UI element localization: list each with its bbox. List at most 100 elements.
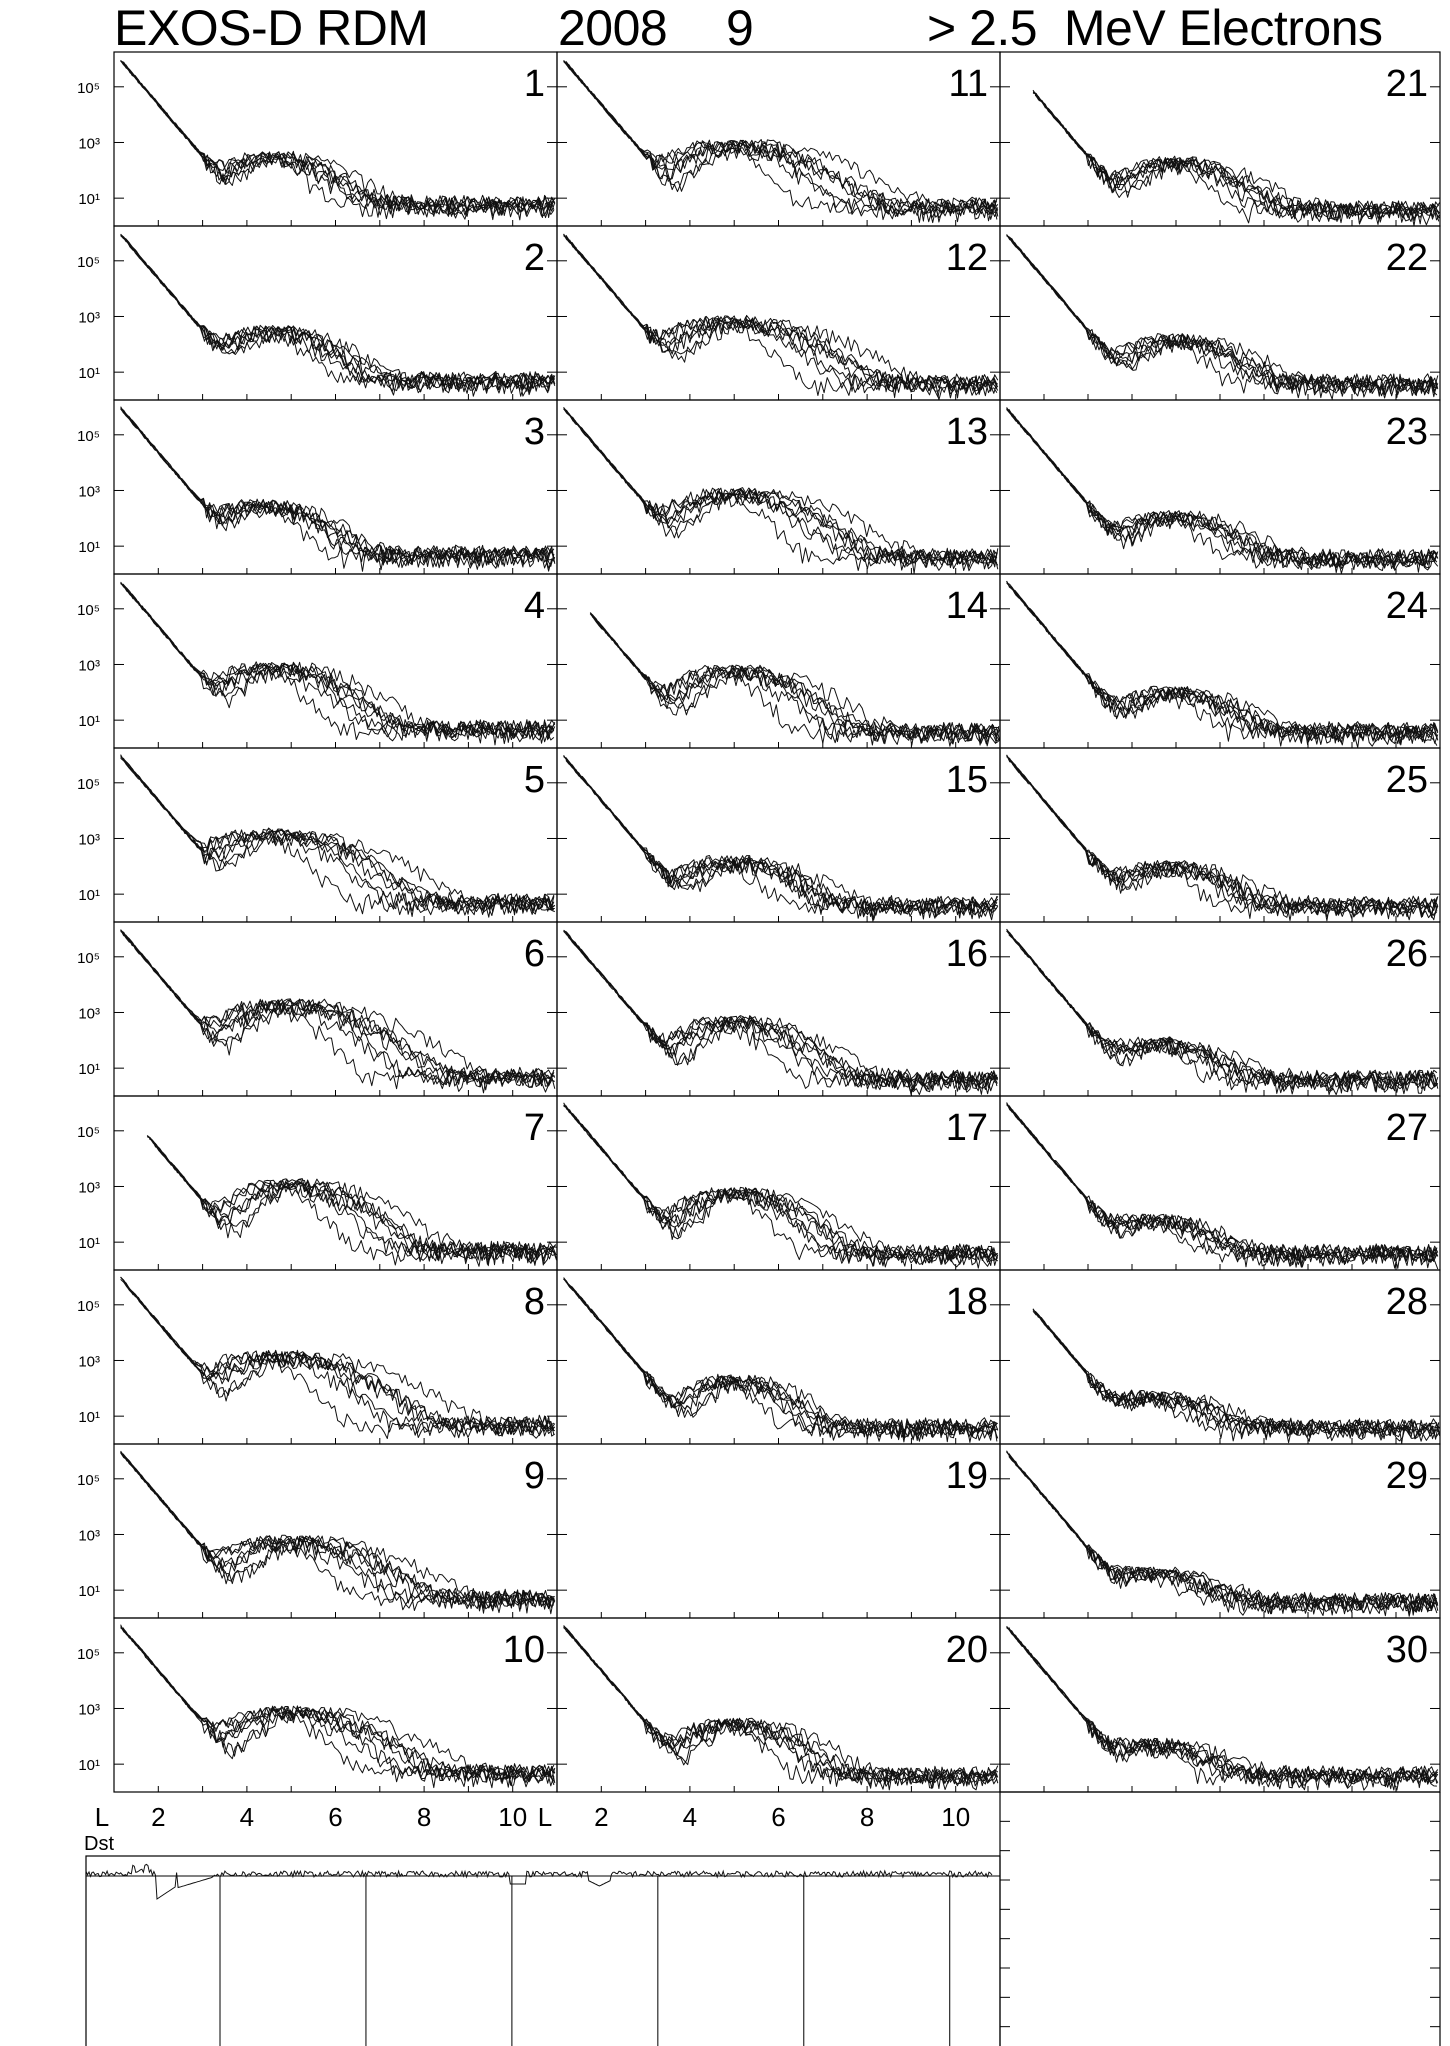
flux-curve: [122, 757, 555, 915]
panel-frame: [556, 747, 1001, 923]
flux-curve: [1008, 933, 1438, 1092]
flux-curve: [1008, 586, 1438, 746]
panel-day-20: 20: [556, 1617, 1001, 1793]
flux-curve: [120, 408, 555, 571]
flux-curve: [1008, 408, 1438, 570]
flux-curve: [563, 754, 999, 918]
panel-frame: [556, 399, 1001, 575]
flux-curve: [1006, 930, 1438, 1094]
flux-curve: [563, 233, 999, 399]
panel-frame: [556, 1269, 1001, 1445]
flux-curve: [1008, 758, 1438, 921]
flux-curve: [1006, 234, 1439, 398]
flux-curve: [120, 407, 556, 569]
panel-day-14: 14: [556, 573, 1001, 749]
flux-curve: [122, 583, 555, 745]
flux-curve: [565, 62, 998, 223]
flux-curve: [1008, 236, 1438, 399]
flux-curve: [1008, 409, 1438, 573]
flux-curve: [120, 756, 556, 916]
day-label: 16: [946, 933, 988, 975]
x-axis-label: L: [95, 1802, 109, 1832]
flux-curve: [122, 63, 555, 219]
panel-day-3: 10⁵ 10³ 10¹ 3: [77, 399, 558, 575]
panel-day-21: 21: [999, 51, 1441, 227]
flux-curve: [1006, 235, 1439, 397]
flux-curve: [120, 1626, 556, 1788]
y-tick-label: 10¹: [78, 1061, 100, 1078]
flux-curve: [1008, 934, 1438, 1096]
flux-curve: [1008, 1453, 1438, 1616]
panel-day-23: 23: [999, 399, 1441, 575]
flux-curve: [565, 1106, 998, 1266]
day-label: 13: [946, 411, 988, 453]
y-tick-label: 10¹: [78, 191, 100, 208]
y-tick-label: 10¹: [78, 1409, 100, 1426]
flux-curve: [565, 931, 998, 1091]
day-label: 23: [1386, 411, 1428, 453]
panel-day-9: 10⁵ 10³ 10¹ 9: [77, 1443, 558, 1619]
day-label: 21: [1386, 63, 1428, 105]
y-tick-label: 10⁵: [77, 602, 100, 619]
flux-curve: [120, 59, 556, 218]
flux-curve: [120, 60, 556, 218]
flux-curve: [563, 1625, 999, 1787]
panel-day-16: 16: [556, 921, 1001, 1097]
flux-curve: [565, 1280, 998, 1443]
flux-curve: [563, 929, 998, 1092]
panel-day-30: 30: [999, 1617, 1441, 1793]
flux-curve: [565, 411, 998, 570]
y-tick-label: 10³: [78, 1527, 100, 1544]
x-tick-label: 2: [151, 1802, 165, 1832]
panel-frame: [113, 225, 558, 401]
flux-curve: [563, 1626, 999, 1791]
day-label: 17: [946, 1107, 988, 1149]
flux-curve: [1006, 234, 1439, 395]
flux-curve: [122, 1453, 555, 1615]
flux-curve: [120, 582, 556, 743]
day-label: 11: [949, 63, 988, 105]
flux-curve: [120, 757, 555, 913]
day-label: 14: [946, 585, 988, 627]
flux-curve: [565, 409, 998, 569]
flux-curve: [563, 756, 999, 921]
panel-frame: [113, 1443, 558, 1619]
panel-frame: [999, 921, 1441, 1097]
flux-curve: [1032, 89, 1440, 225]
flux-curve: [1006, 1104, 1439, 1269]
x-tick-label: 2: [594, 1802, 608, 1832]
day-label: 2: [524, 237, 545, 279]
flux-curve: [565, 234, 998, 396]
flux-curve: [563, 234, 999, 396]
flux-curve: [563, 60, 999, 223]
dst-frame: [85, 1855, 1001, 2046]
x-tick-label: 6: [328, 1802, 342, 1832]
flux-curve: [1006, 409, 1439, 569]
y-tick-label: 10³: [78, 1179, 100, 1196]
panel-day-17: 17: [556, 1095, 1001, 1271]
flux-curve: [120, 60, 556, 221]
flux-curve: [1006, 1450, 1439, 1617]
flux-curve: [122, 411, 555, 569]
flux-curve: [120, 235, 556, 396]
y-tick-label: 10⁵: [77, 80, 100, 97]
flux-curve: [120, 234, 556, 394]
flux-curve: [1006, 234, 1439, 399]
flux-curve: [1008, 410, 1438, 574]
flux-curve: [1032, 1310, 1440, 1442]
flux-curve: [120, 1276, 556, 1438]
flux-curve: [1006, 928, 1439, 1096]
flux-curve: [565, 1279, 998, 1442]
flux-curve: [565, 932, 998, 1095]
x-tick-label: 8: [860, 1802, 874, 1832]
x-axis-label: L: [538, 1802, 552, 1832]
flux-curve: [563, 59, 999, 224]
flux-curve: [122, 584, 554, 746]
flux-curve: [1034, 94, 1440, 225]
flux-curve: [589, 613, 1000, 742]
day-label: 18: [946, 1281, 988, 1323]
x-tick-label: 8: [417, 1802, 431, 1832]
panel-day-4: 10⁵ 10³ 10¹ 4: [77, 573, 558, 749]
panel-day-11: 11: [556, 51, 1001, 227]
flux-curve: [122, 1280, 555, 1436]
